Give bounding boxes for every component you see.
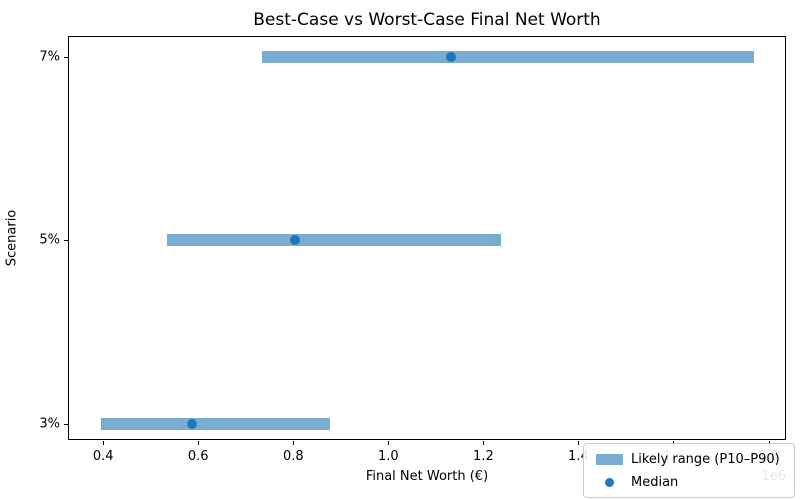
x-axis-label: Final Net Worth (€) <box>365 469 489 484</box>
y-tick-label: 5% <box>39 232 60 248</box>
legend-label-range: Likely range (P10–P90) <box>631 451 780 467</box>
median-marker <box>290 235 301 246</box>
x-axis-tick <box>293 441 295 445</box>
x-tick-label: 0.6 <box>187 449 209 464</box>
y-tick-label: 7% <box>39 49 60 65</box>
x-axis-tick <box>103 441 105 445</box>
legend-entry-range: Likely range (P10–P90) <box>596 451 784 467</box>
x-tick-label: 0.8 <box>282 449 304 464</box>
legend: Likely range (P10–P90) Median <box>583 443 795 498</box>
y-tick-label: 3% <box>39 416 60 432</box>
x-axis-tick <box>388 441 390 445</box>
plot-area: 0.40.60.81.01.21.41.61.87%5%3% <box>39 36 786 464</box>
likely-range-bar <box>101 418 330 430</box>
likely-range-bar <box>167 234 502 247</box>
median-marker <box>186 419 197 429</box>
x-tick-label: 1.2 <box>473 449 494 464</box>
x-axis-tick <box>578 441 580 445</box>
x-tick-label: 0.4 <box>92 449 114 464</box>
x-tick-label: 1.0 <box>377 449 399 464</box>
chart-title: Best-Case vs Worst-Case Final Net Worth <box>253 10 601 30</box>
median-marker-cell <box>596 477 623 487</box>
legend-entry-median: Median <box>596 474 784 490</box>
y-axis-tick <box>64 424 68 425</box>
median-marker <box>445 52 456 63</box>
likely-range-bar <box>262 51 755 64</box>
y-axis-label: Scenario <box>4 209 20 267</box>
legend-label-median: Median <box>631 474 679 490</box>
x-axis-tick <box>198 441 200 445</box>
median-dot-icon <box>605 477 614 487</box>
x-axis-tick <box>483 441 485 445</box>
y-axis-tick <box>64 57 68 59</box>
y-axis-tick <box>64 240 68 242</box>
range-swatch-icon <box>596 453 623 465</box>
